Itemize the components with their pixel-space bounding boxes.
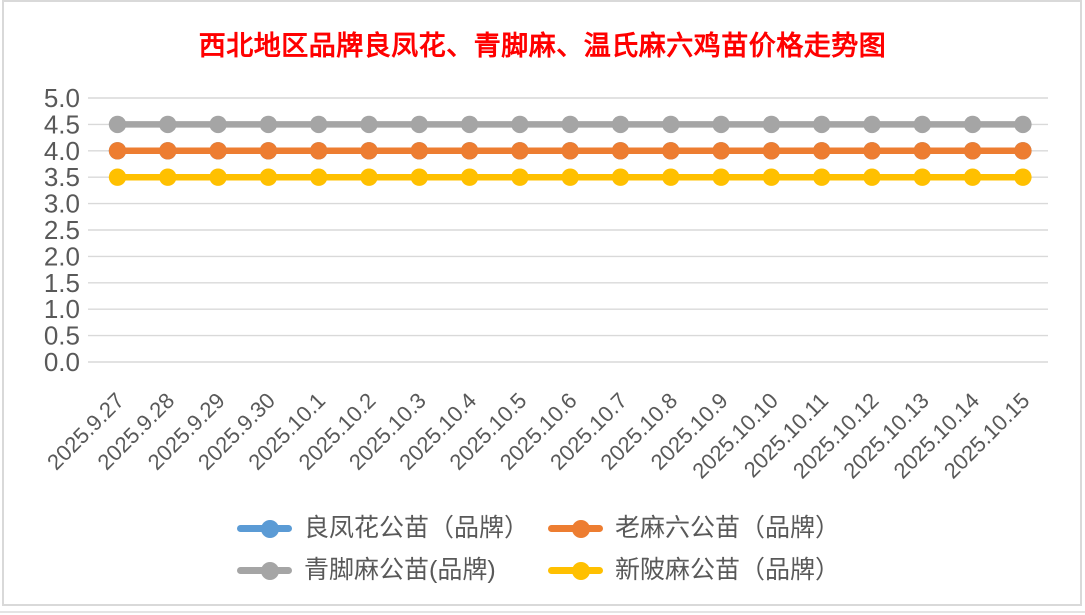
data-point-marker <box>360 168 378 186</box>
data-point-marker <box>813 168 831 186</box>
data-point-marker <box>511 142 529 160</box>
data-point-marker <box>460 115 479 134</box>
data-point-marker <box>913 142 931 160</box>
data-point-marker <box>209 115 227 134</box>
data-point-marker <box>611 168 630 186</box>
legend-label: 新陂麻公苗（品牌） <box>615 556 841 584</box>
data-point-marker <box>209 142 227 160</box>
legend-item: 青脚麻公苗(品牌) <box>237 554 548 587</box>
data-point-marker <box>762 115 781 134</box>
data-point-marker <box>1014 142 1032 160</box>
data-point-marker <box>410 115 428 134</box>
legend-item: 老麻六公苗（品牌） <box>548 512 840 545</box>
data-point-marker <box>511 115 529 134</box>
data-point-marker <box>662 168 680 186</box>
y-axis-tick-label: 4.5 <box>44 109 80 139</box>
chart-legend: 良凤花公苗（品牌） 老麻六公苗（品牌） 青脚麻公苗(品牌) 新陂麻公苗（品牌） <box>237 512 840 587</box>
y-axis-tick-label: 4.0 <box>44 136 80 166</box>
data-point-marker <box>108 168 127 186</box>
data-point-marker <box>108 142 127 160</box>
y-axis-tick-label: 0.0 <box>44 347 80 377</box>
data-point-marker <box>561 142 579 160</box>
data-point-marker <box>310 168 328 186</box>
data-point-marker <box>762 142 781 160</box>
data-point-marker <box>813 115 831 134</box>
y-axis-tick-label: 1.5 <box>44 268 80 298</box>
legend-label: 良凤花公苗（品牌） <box>304 514 530 542</box>
data-point-marker <box>360 115 378 134</box>
legend-dot-icon <box>261 561 279 580</box>
data-point-marker <box>913 115 931 134</box>
data-point-marker <box>863 142 881 160</box>
legend-dot-icon <box>261 519 279 538</box>
data-point-marker <box>159 115 177 134</box>
legend-line-marker-icon <box>548 519 603 538</box>
data-point-marker <box>108 115 127 134</box>
data-point-marker <box>762 168 781 186</box>
data-point-marker <box>1014 115 1032 134</box>
legend-item: 新陂麻公苗（品牌） <box>548 554 840 587</box>
data-point-marker <box>561 168 579 186</box>
legend-line-marker-icon <box>237 519 292 538</box>
data-point-marker <box>1014 168 1032 186</box>
data-point-marker <box>159 142 177 160</box>
y-axis-tick-label: 3.0 <box>44 189 80 219</box>
data-point-marker <box>460 142 479 160</box>
y-axis-tick-label: 1.0 <box>44 294 80 324</box>
data-point-marker <box>662 142 680 160</box>
data-point-marker <box>863 168 881 186</box>
data-point-marker <box>813 142 831 160</box>
data-point-marker <box>712 115 730 134</box>
data-point-marker <box>410 168 428 186</box>
legend-line-marker-icon <box>548 561 603 580</box>
data-point-marker <box>259 115 278 134</box>
data-point-marker <box>863 115 881 134</box>
data-point-marker <box>159 168 177 186</box>
y-axis-tick-label: 0.5 <box>44 321 80 351</box>
legend-line-marker-icon <box>237 561 292 580</box>
y-axis-tick-label: 2.5 <box>44 215 80 245</box>
legend-label: 青脚麻公苗(品牌) <box>304 556 496 584</box>
y-axis-tick-label: 5.0 <box>44 83 80 113</box>
data-point-marker <box>963 168 982 186</box>
data-point-marker <box>310 142 328 160</box>
data-point-marker <box>712 168 730 186</box>
data-point-marker <box>511 168 529 186</box>
data-point-marker <box>913 168 931 186</box>
data-point-marker <box>611 115 630 134</box>
y-axis-tick-label: 3.5 <box>44 162 80 192</box>
data-point-marker <box>360 142 378 160</box>
data-point-marker <box>410 142 428 160</box>
legend-item: 良凤花公苗（品牌） <box>237 512 548 545</box>
worksheet-gridline <box>0 611 1085 613</box>
data-point-marker <box>259 142 278 160</box>
data-point-marker <box>460 168 479 186</box>
data-point-marker <box>712 142 730 160</box>
legend-label: 老麻六公苗（品牌） <box>615 514 841 542</box>
data-point-marker <box>310 115 328 134</box>
data-point-marker <box>662 115 680 134</box>
data-point-marker <box>963 115 982 134</box>
data-point-marker <box>259 168 278 186</box>
data-point-marker <box>963 142 982 160</box>
y-axis-tick-label: 2.0 <box>44 241 80 271</box>
data-point-marker <box>561 115 579 134</box>
legend-dot-icon <box>572 561 590 580</box>
data-point-marker <box>611 142 630 160</box>
chart-title: 西北地区品牌良凤花、青脚麻、温氏麻六鸡苗价格走势图 <box>198 31 887 61</box>
legend-dot-icon <box>572 519 590 538</box>
data-point-marker <box>209 168 227 186</box>
